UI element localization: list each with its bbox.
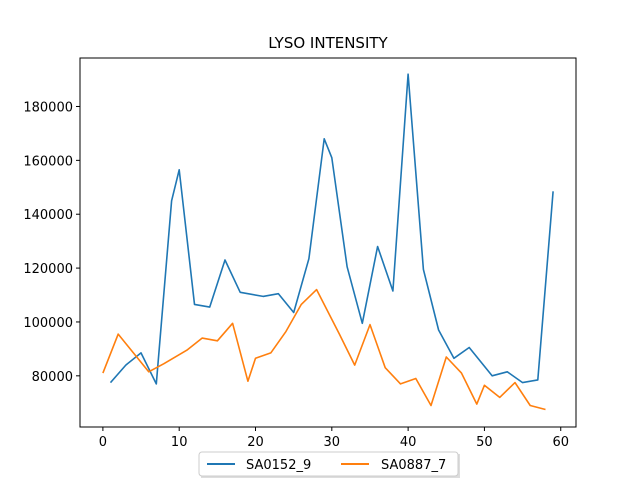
y-tick-label-80000: 80000 xyxy=(32,370,73,385)
x-tick-label-50: 50 xyxy=(476,435,493,450)
plot-background xyxy=(80,58,576,427)
y-axis: 80000 100000 120000 140000 160000 180000 xyxy=(23,100,80,385)
legend-label-sa0887-7: SA0887_7 xyxy=(381,458,446,473)
plot-frame xyxy=(79,57,577,428)
y-tick-label-140000: 140000 xyxy=(23,208,73,223)
y-tick-label-100000: 100000 xyxy=(23,316,73,331)
x-tick-label-40: 40 xyxy=(400,435,417,450)
series-layer xyxy=(102,73,554,411)
legend: SA0152_9 SA0887_7 xyxy=(198,451,460,478)
x-tick-label-30: 30 xyxy=(324,435,341,450)
legend-box xyxy=(198,451,459,477)
legend-label-sa0152-9: SA0152_9 xyxy=(246,458,311,473)
series-line-sa0887-7 xyxy=(102,288,546,411)
x-axis: 0 10 20 30 40 50 60 xyxy=(99,427,569,450)
x-tick-label-10: 10 xyxy=(171,435,188,450)
y-tick-label-120000: 120000 xyxy=(23,262,73,277)
y-tick-label-160000: 160000 xyxy=(23,154,73,169)
x-tick-label-60: 60 xyxy=(552,435,569,450)
chart-title: LYSO INTENSITY xyxy=(268,34,388,52)
y-tick-label-180000: 180000 xyxy=(23,100,73,115)
series-line-sa0152-9 xyxy=(109,73,554,385)
x-tick-label-0: 0 xyxy=(99,435,107,450)
x-tick-label-20: 20 xyxy=(247,435,264,450)
